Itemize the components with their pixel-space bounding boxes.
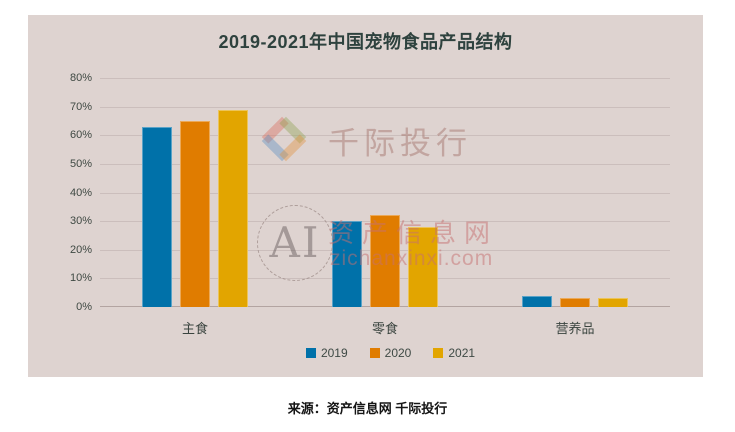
y-axis-tick-label: 50% [69, 158, 92, 170]
gridline [100, 164, 670, 165]
x-axis-category-label: 零食 [371, 322, 398, 337]
site-name-watermark: 资产信息网 [328, 219, 499, 249]
bar-2019-主食 [142, 126, 172, 307]
y-axis-tick-label: 80% [69, 72, 92, 84]
bar-2020-营养品 [560, 298, 590, 307]
ai-seal-circle: AI [257, 205, 333, 281]
y-axis-tick-label: 70% [69, 101, 92, 113]
legend-item-2020: 2020 [369, 346, 412, 360]
ai-watermark-text: AI [269, 218, 321, 267]
y-axis-tick-label: 20% [69, 244, 92, 256]
y-axis-tick-label: 60% [69, 129, 92, 141]
legend: 2019 2020 2021 [28, 346, 703, 360]
gridline [100, 193, 670, 194]
brand-diamond-logo-icon [261, 116, 307, 162]
x-axis-category-label: 营养品 [555, 322, 595, 337]
legend-label: 2021 [448, 346, 476, 360]
bar-2020-零食 [370, 215, 400, 307]
chart-panel: 2019-2021年中国宠物食品产品结构 0% 10% 20% 30% 40% 50% 60… [28, 15, 703, 377]
source-caption: 来源：资产信息网 千际投行 [287, 401, 448, 416]
bar-2020-主食 [180, 120, 210, 307]
legend-item-2021: 2021 [433, 346, 475, 360]
legend-item-2019: 2019 [305, 346, 348, 360]
plot-area: 0% 10% 20% 30% 40% 50% 60% 70% 80% 主食 零食 营养品 [70, 72, 670, 337]
y-axis-tick-label: 10% [69, 272, 92, 284]
x-axis-category-label: 主食 [181, 322, 208, 337]
site-url-watermark: zichanxinxi.com [330, 247, 494, 270]
bar-2021-零食 [408, 226, 438, 307]
brand-watermark-text: 千际投行 [328, 126, 472, 162]
y-axis-tick-label: 40% [69, 187, 92, 199]
legend-label: 2020 [384, 346, 412, 360]
bar-2019-零食 [332, 221, 362, 307]
y-axis-tick-label: 30% [69, 215, 92, 227]
bar-2019-营养品 [522, 295, 552, 307]
gridline [100, 78, 670, 79]
legend-swatch-icon [433, 348, 444, 358]
legend-swatch-icon [369, 348, 380, 358]
y-axis-tick-label: 0% [76, 301, 92, 313]
gridline [100, 135, 670, 136]
legend-label: 2019 [320, 346, 348, 360]
gridline [100, 107, 670, 108]
bar-2021-主食 [218, 109, 248, 307]
legend-swatch-icon [305, 348, 316, 358]
bar-2021-营养品 [598, 298, 628, 307]
chart-title: 2019-2021年中国宠物食品产品结构 [218, 32, 513, 52]
